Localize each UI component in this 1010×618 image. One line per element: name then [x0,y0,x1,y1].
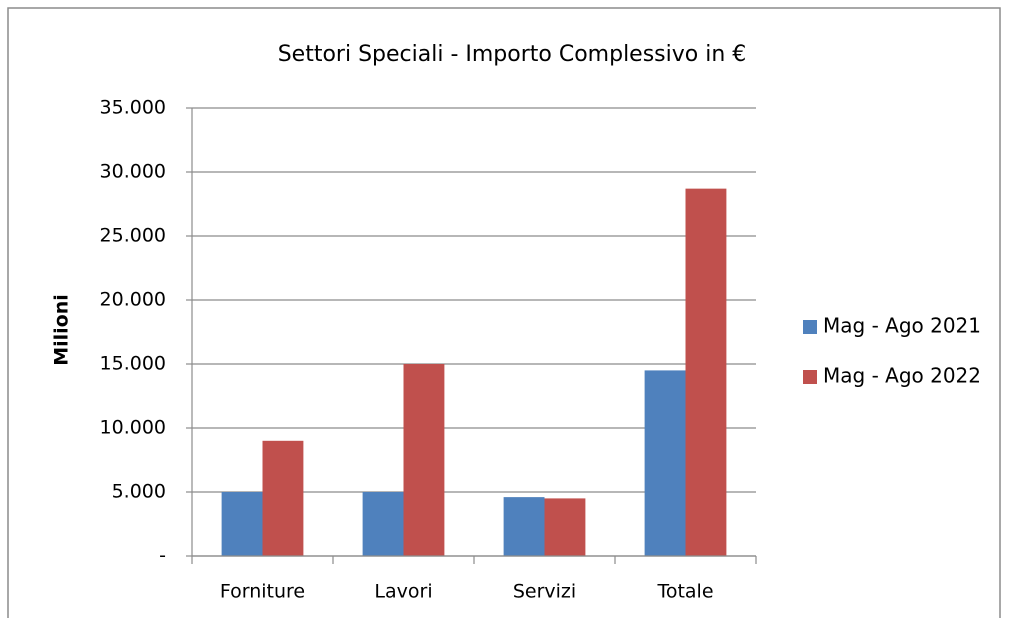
y-tick-label: 15.000 [100,353,166,375]
bar [544,498,586,556]
bar [262,440,304,556]
legend-label: Mag - Ago 2021 [823,314,981,338]
bar [685,188,727,556]
x-tick-label: Lavori [374,581,432,603]
y-tick-label: 10.000 [100,417,166,439]
y-tick-label: 35.000 [100,97,166,119]
y-tick-label: 5.000 [112,481,166,503]
x-tick-label: Servizi [513,581,576,603]
y-tick-label: 30.000 [100,161,166,183]
bar [403,364,445,556]
bar [221,492,263,556]
bar [644,370,686,556]
x-tick-label: Forniture [220,581,305,603]
y-axis-label: Milioni [51,294,73,366]
legend-swatch [803,320,817,334]
y-tick-label: 25.000 [100,225,166,247]
bar [362,492,404,556]
y-tick-label: - [159,545,166,567]
y-tick-label: 20.000 [100,289,166,311]
x-tick-label: Totale [656,581,713,603]
bar [503,497,545,556]
legend-label: Mag - Ago 2022 [823,364,981,388]
chart-title: Settori Speciali - Importo Complessivo i… [278,42,747,67]
legend-swatch [803,370,817,384]
